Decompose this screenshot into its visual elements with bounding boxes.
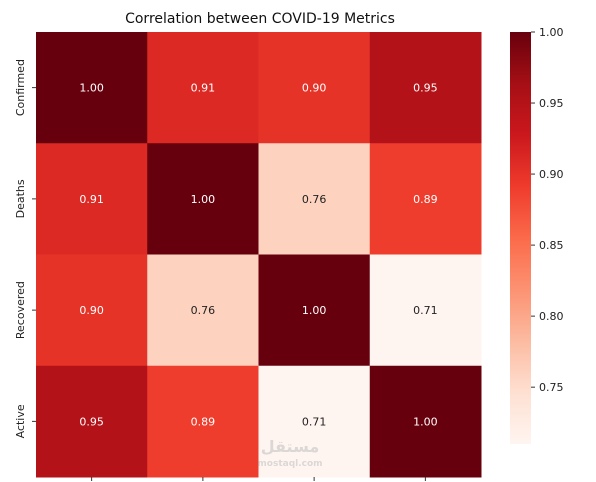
heatmap-cell-value: 0.71	[302, 415, 327, 428]
heatmap-cell-value: 1.00	[191, 193, 216, 206]
heatmap-cell-value: 0.91	[191, 82, 216, 95]
y-tick-label: Deaths	[14, 179, 27, 218]
heatmap-cell	[147, 32, 259, 144]
heatmap-cell-value: 0.90	[302, 82, 327, 95]
heatmap-cell	[147, 143, 259, 255]
heatmap-cell-value: 0.76	[302, 193, 327, 206]
colorbar-tick-label: 0.90	[539, 168, 564, 181]
heatmap-cell-value: 1.00	[79, 82, 104, 95]
heatmap-cell	[147, 254, 259, 367]
heatmap-cell	[369, 143, 482, 255]
heatmap-cell	[258, 32, 371, 144]
heatmap-cell	[369, 32, 482, 144]
colorbar-tick-label: 1.00	[539, 26, 564, 39]
heatmap-cell-value: 1.00	[413, 415, 438, 428]
colorbar: 1.00 0.95 0.90 0.85 0.80 0.75	[510, 26, 564, 444]
chart-title: Correlation between COVID-19 Metrics	[125, 11, 395, 27]
y-tick-label: Active	[14, 404, 27, 438]
y-tick-label: Recovered	[14, 281, 27, 339]
watermark-subtext: mostaql.com	[257, 459, 322, 469]
heatmap-cell-value: 0.76	[191, 304, 216, 317]
y-axis-ticks: Confirmed Deaths Recovered Active	[14, 59, 36, 438]
heatmap-cell-value: 0.89	[413, 193, 438, 206]
heatmap-cell-value: 0.90	[79, 304, 104, 317]
watermark-text: مستقل	[261, 437, 320, 456]
heatmap-cell	[36, 365, 148, 478]
heatmap-cell	[258, 365, 371, 478]
colorbar-ticks: 1.00 0.95 0.90 0.85 0.80 0.75	[531, 26, 564, 394]
colorbar-tick-label: 0.95	[539, 97, 564, 110]
heatmap-cell	[258, 254, 371, 367]
heatmap-cell	[36, 32, 148, 144]
heatmap-cell-value: 0.71	[413, 304, 438, 317]
colorbar-tick-label: 0.80	[539, 310, 564, 323]
heatmap-cells: 1.00 0.91 0.90 0.95 0.91 1.00 0.76 0.89 0.90 0.76…	[36, 32, 482, 478]
heatmap-cell	[36, 143, 148, 255]
y-tick-label: Confirmed	[14, 59, 27, 116]
watermark: مستقل mostaql.com	[257, 437, 322, 469]
heatmap-cell	[369, 365, 482, 478]
heatmap-cell	[369, 254, 482, 367]
heatmap-cell-value: 1.00	[302, 304, 327, 317]
colorbar-tick-label: 0.85	[539, 239, 564, 252]
colorbar-tick-label: 0.75	[539, 381, 564, 394]
heatmap-cell-value: 0.91	[79, 193, 104, 206]
colorbar-gradient	[510, 32, 531, 444]
heatmap-cell	[147, 365, 259, 478]
heatmap-cell	[36, 254, 148, 367]
heatmap-cell-value: 0.89	[191, 415, 216, 428]
heatmap-cell-value: 0.95	[79, 415, 104, 428]
heatmap-cell	[258, 143, 371, 255]
heatmap-cell-value: 0.95	[413, 82, 438, 95]
